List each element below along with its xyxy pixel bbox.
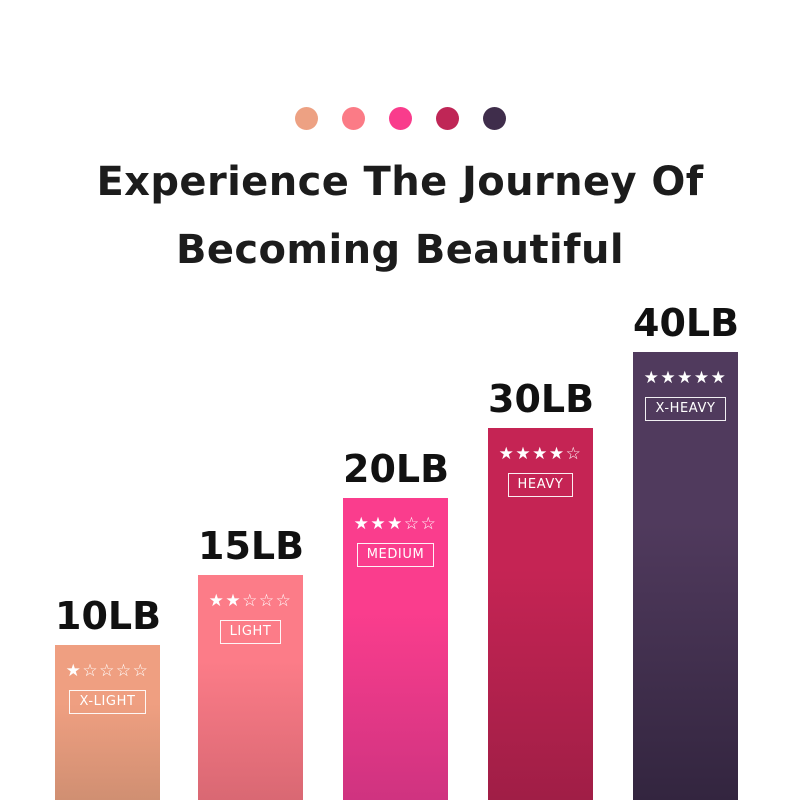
headline-line-2: Becoming Beautiful — [176, 227, 624, 273]
bar-body: ★★★★☆ HEAVY — [488, 428, 593, 800]
bar-group-40lb: 40LB ★★★★★ X-HEAVY — [633, 301, 739, 800]
color-swatch-dot-2 — [341, 107, 365, 130]
resistance-level-badge: X-HEAVY — [645, 397, 726, 421]
bar-body: ★★★★★ X-HEAVY — [633, 352, 738, 800]
star-rating: ★★★★☆ — [498, 444, 583, 464]
color-swatch-row — [0, 107, 800, 130]
resistance-level-badge: X-LIGHT — [69, 690, 146, 714]
headline-line-1: Experience The Journey Of — [96, 159, 704, 205]
resistance-level-badge: HEAVY — [507, 473, 574, 497]
color-swatch-dot-3 — [388, 107, 412, 130]
bar-weight-label: 40LB — [633, 301, 740, 345]
star-rating: ★★★★★ — [643, 368, 728, 388]
bar-weight-label: 10LB — [55, 594, 162, 638]
page-title: Experience The Journey Of Becoming Beaut… — [0, 148, 800, 284]
bar-group-20lb: 20LB ★★★☆☆ MEDIUM — [343, 447, 449, 800]
bar-body: ★★★☆☆ MEDIUM — [343, 498, 448, 800]
bar-group-10lb: 10LB ★☆☆☆☆ X-LIGHT — [55, 594, 161, 800]
star-rating: ★☆☆☆☆ — [65, 661, 150, 681]
bar-body: ★☆☆☆☆ X-LIGHT — [55, 645, 160, 800]
star-rating: ★★☆☆☆ — [208, 591, 293, 611]
bar-body: ★★☆☆☆ LIGHT — [198, 575, 303, 800]
resistance-level-badge: LIGHT — [219, 620, 282, 644]
bar-weight-label: 20LB — [343, 447, 450, 491]
color-swatch-dot-1 — [294, 107, 318, 130]
bar-weight-label: 30LB — [488, 377, 595, 421]
resistance-level-badge: MEDIUM — [356, 543, 435, 567]
color-swatch-dot-5 — [482, 107, 506, 130]
star-rating: ★★★☆☆ — [353, 514, 438, 534]
bar-group-15lb: 15LB ★★☆☆☆ LIGHT — [198, 524, 304, 800]
bar-weight-label: 15LB — [198, 524, 305, 568]
bar-group-30lb: 30LB ★★★★☆ HEAVY — [488, 377, 594, 800]
color-swatch-dot-4 — [435, 107, 459, 130]
